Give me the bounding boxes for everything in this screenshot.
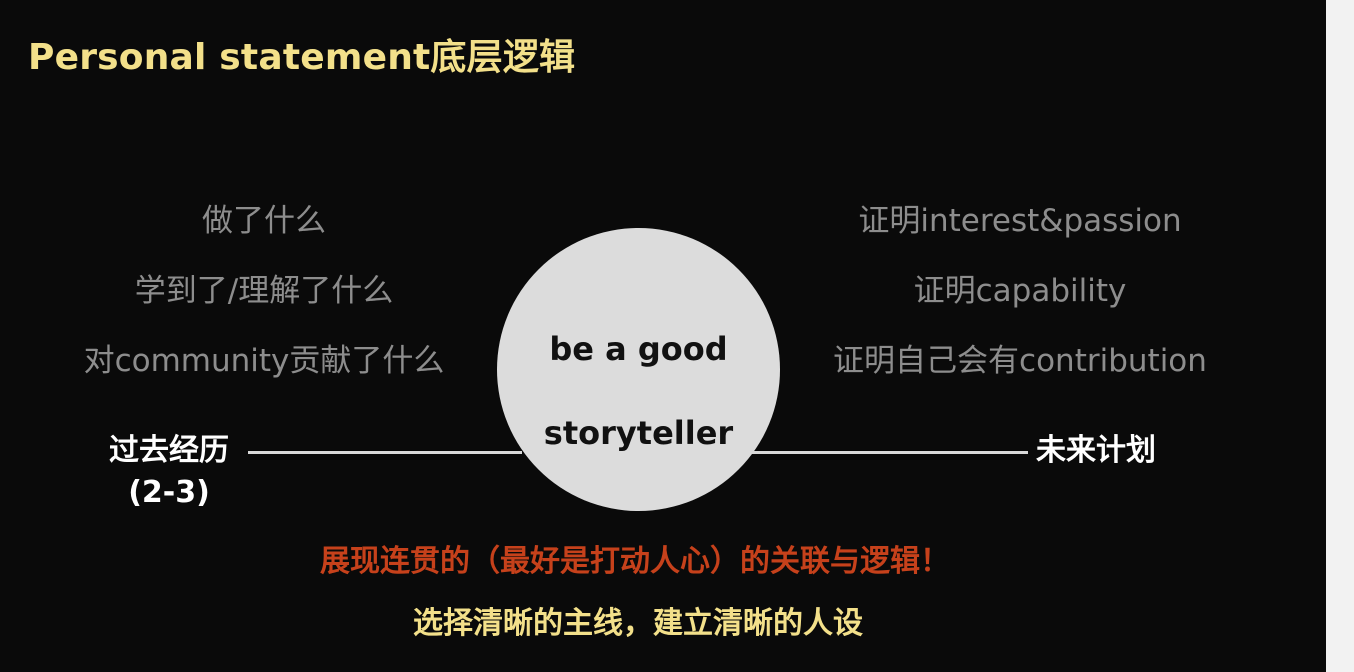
- past-point-2: 学到了/理解了什么: [134, 273, 394, 309]
- center-line-2: storyteller: [543, 413, 734, 452]
- future-plan-label: 未来计划: [1036, 433, 1156, 468]
- future-point-3: 证明自己会有contribution: [833, 343, 1207, 379]
- slide: Personal statement底层逻辑 做了什么 学到了/理解了什么 对c…: [28, 37, 1250, 641]
- past-point-3: 对community贡献了什么: [83, 343, 445, 379]
- slide-title: Personal statement底层逻辑: [28, 37, 576, 78]
- future-point-2: 证明capability: [913, 273, 1127, 309]
- headline-text: 展现连贯的（最好是打动人心）的关联与逻辑！: [320, 544, 950, 579]
- side-panel-edge: [1326, 0, 1354, 672]
- timeline-right: [752, 451, 1028, 454]
- future-points-list: 证明interest&passion 证明capability 证明自己会有co…: [790, 186, 1250, 396]
- past-point-1: 做了什么: [202, 203, 326, 239]
- center-text: be a good storyteller: [544, 286, 733, 454]
- timeline-left: [248, 451, 522, 454]
- past-points-list: 做了什么 学到了/理解了什么 对community贡献了什么: [30, 186, 498, 396]
- subline-text: 选择清晰的主线，建立清晰的人设: [413, 606, 863, 641]
- center-circle: be a good storyteller: [497, 228, 780, 511]
- future-point-1: 证明interest&passion: [858, 203, 1182, 239]
- past-experience-label: 过去经历 (2-3): [98, 430, 240, 514]
- past-label-text: 过去经历: [109, 433, 229, 468]
- past-count: (2-3): [128, 475, 210, 510]
- center-line-1: be a good: [549, 329, 728, 368]
